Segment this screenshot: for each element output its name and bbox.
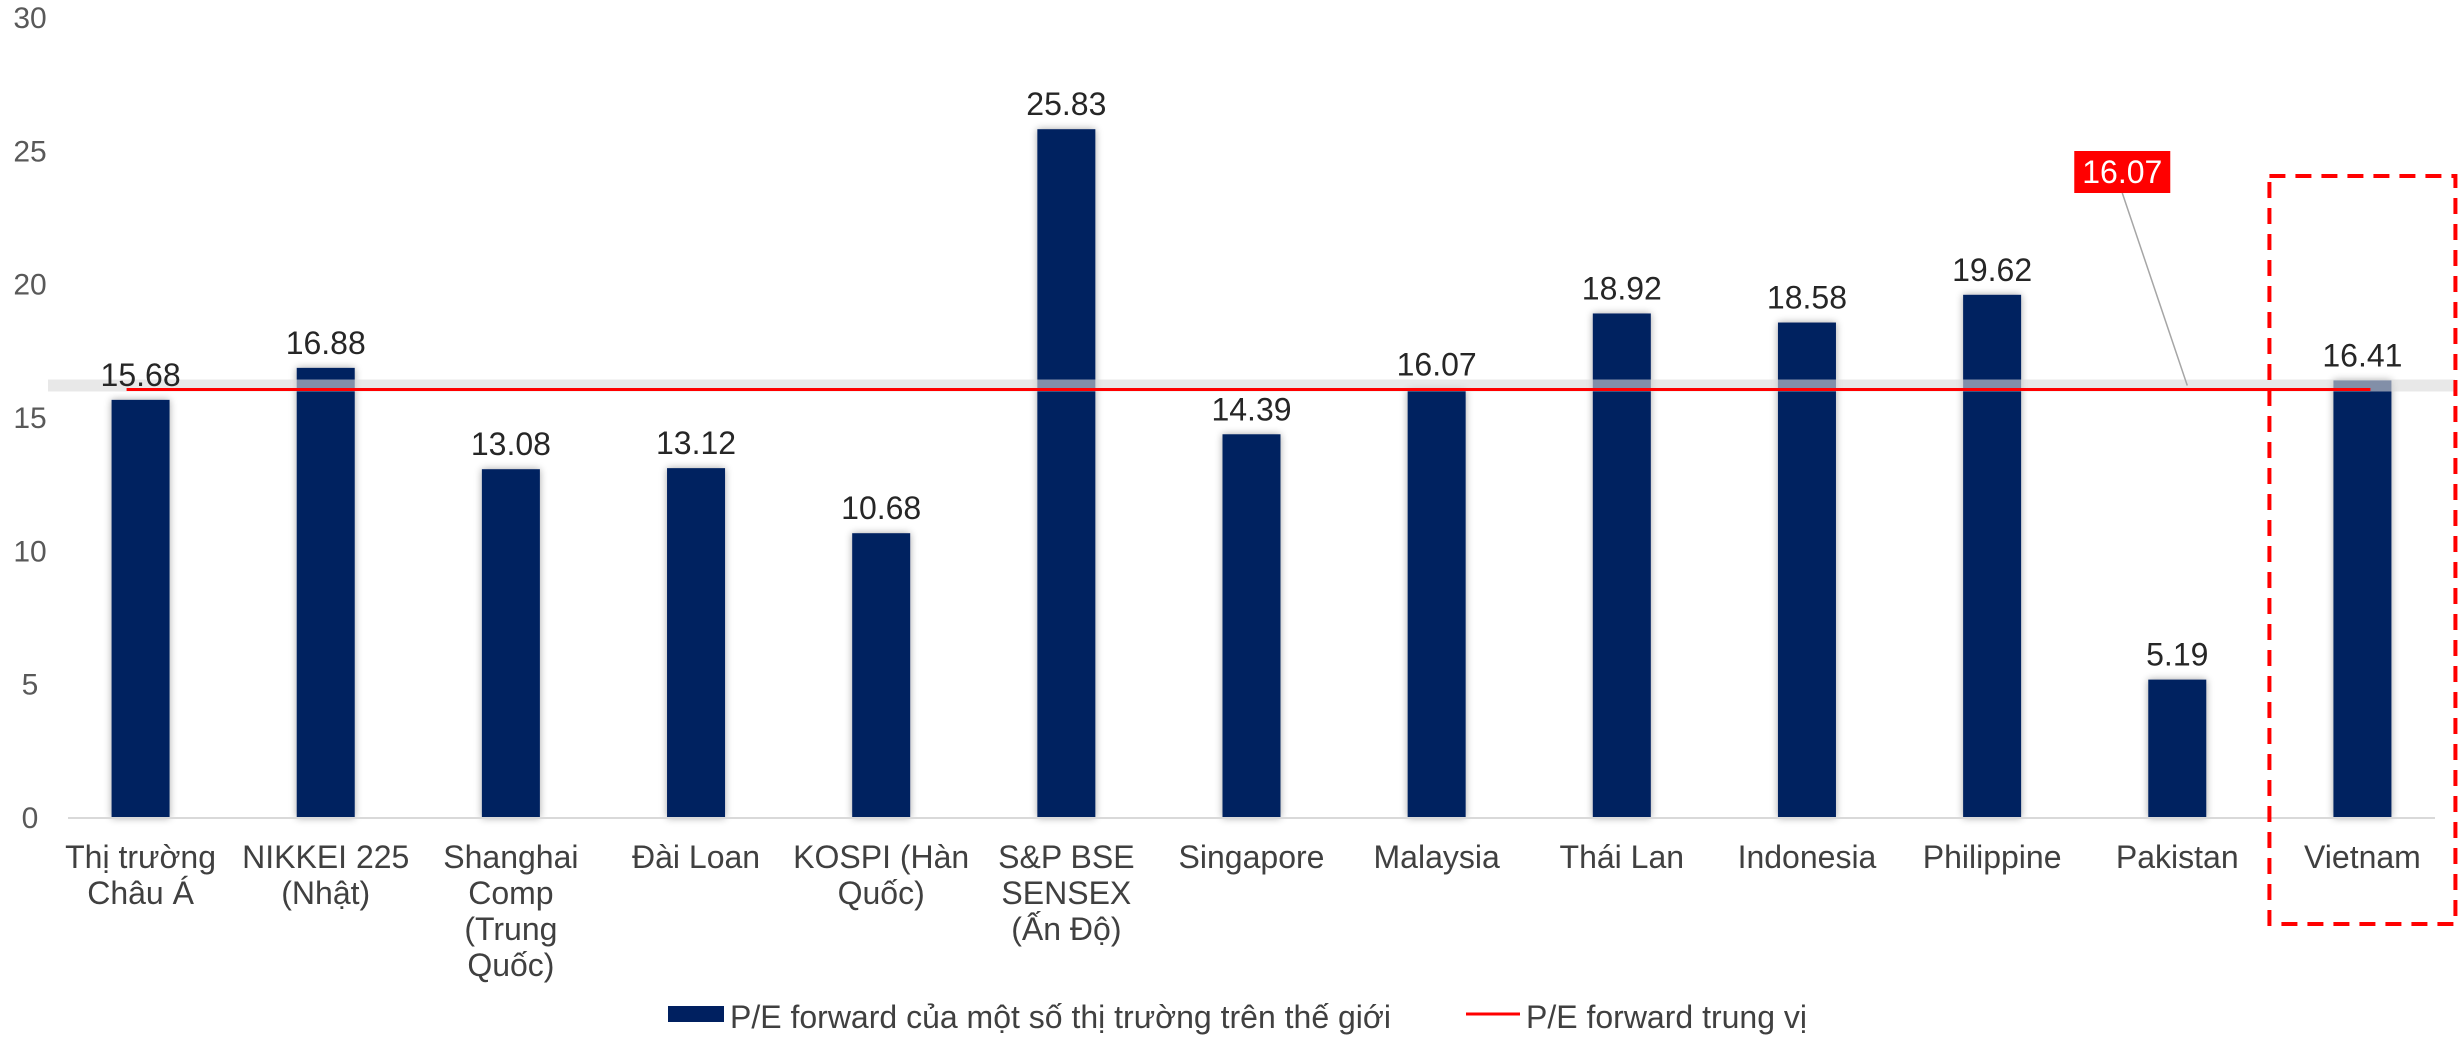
y-axis: 0 5 10 15 20 25 30 xyxy=(13,2,46,835)
y-tick-label: 15 xyxy=(13,402,46,435)
data-label: 13.08 xyxy=(471,426,551,462)
data-label: 18.92 xyxy=(1582,270,1662,306)
x-tick-label: Singapore xyxy=(1179,839,1325,875)
callout-leader xyxy=(2121,192,2188,386)
x-tick-label: Châu Á xyxy=(87,875,194,911)
x-tick-label: Shanghai xyxy=(443,839,578,875)
bar xyxy=(667,468,726,818)
data-label: 18.58 xyxy=(1767,280,1847,316)
y-tick-label: 30 xyxy=(13,2,46,35)
x-tick-label: Philippine xyxy=(1923,839,2062,875)
x-tick-label: Thị trường xyxy=(65,839,216,875)
data-label: 16.07 xyxy=(1397,346,1477,382)
legend-label-line: P/E forward trung vị xyxy=(1526,999,1807,1035)
median-line-series: 16.07 xyxy=(48,151,2455,392)
highlight-box xyxy=(2267,174,2458,926)
data-labels: 15.68 16.88 13.08 13.12 10.68 25.83 14.39 16.07… xyxy=(101,86,2403,672)
x-tick-label: SENSEX xyxy=(1001,875,1131,911)
y-tick-label: 20 xyxy=(13,269,46,302)
x-tick-label: Malaysia xyxy=(1374,839,1500,875)
y-tick-label: 5 xyxy=(22,669,39,702)
bar xyxy=(1037,129,1096,818)
median-callout-label: 16.07 xyxy=(2082,154,2162,190)
median-callout-box xyxy=(2074,151,2171,193)
x-tick-label: KOSPI (Hàn xyxy=(793,839,969,875)
x-tick-label: (Trung xyxy=(464,911,557,947)
data-label: 10.68 xyxy=(841,490,921,526)
bar xyxy=(1592,313,1651,818)
y-tick-label: 0 xyxy=(22,802,39,835)
x-tick-label: Thái Lan xyxy=(1560,839,1685,875)
x-tick-label: Quốc) xyxy=(838,875,925,911)
legend-label-bar: P/E forward của một số thị trường trên t… xyxy=(730,999,1391,1035)
y-tick-label: 25 xyxy=(13,135,46,168)
x-tick-label: (Ấn Độ) xyxy=(1011,911,1121,947)
legend: P/E forward của một số thị trường trên t… xyxy=(668,999,1807,1035)
bar xyxy=(1222,434,1281,818)
x-tick-label: Pakistan xyxy=(2116,839,2239,875)
bar-series xyxy=(111,129,2392,818)
x-tick-label: Đài Loan xyxy=(632,839,760,875)
bar xyxy=(2148,679,2207,818)
legend-swatch-bar xyxy=(668,1006,724,1022)
x-tick-label: (Nhật) xyxy=(281,875,370,911)
highlight-dashed-box xyxy=(2267,174,2458,926)
x-tick-label: Quốc) xyxy=(467,947,554,983)
data-label: 25.83 xyxy=(1026,86,1106,122)
x-tick-label: S&P BSE xyxy=(998,839,1134,875)
x-tick-label: Vietnam xyxy=(2304,839,2421,875)
bar xyxy=(481,469,540,818)
data-label: 16.41 xyxy=(2322,337,2402,373)
x-tick-label: Comp xyxy=(468,875,553,911)
data-label: 5.19 xyxy=(2146,637,2208,673)
data-label: 13.12 xyxy=(656,425,736,461)
bar xyxy=(2333,380,2392,818)
data-label: 15.68 xyxy=(101,357,181,393)
bar xyxy=(1407,389,1466,818)
x-tick-label: Indonesia xyxy=(1738,839,1877,875)
data-label: 19.62 xyxy=(1952,252,2032,288)
y-tick-label: 10 xyxy=(13,535,46,568)
x-tick-label: NIKKEI 225 xyxy=(242,839,409,875)
bar xyxy=(1777,322,1836,818)
bar xyxy=(1963,294,2022,818)
bar xyxy=(852,533,911,818)
data-label: 16.88 xyxy=(286,325,366,361)
bar xyxy=(296,367,355,818)
bar xyxy=(111,399,170,818)
data-label: 14.39 xyxy=(1211,391,1291,427)
